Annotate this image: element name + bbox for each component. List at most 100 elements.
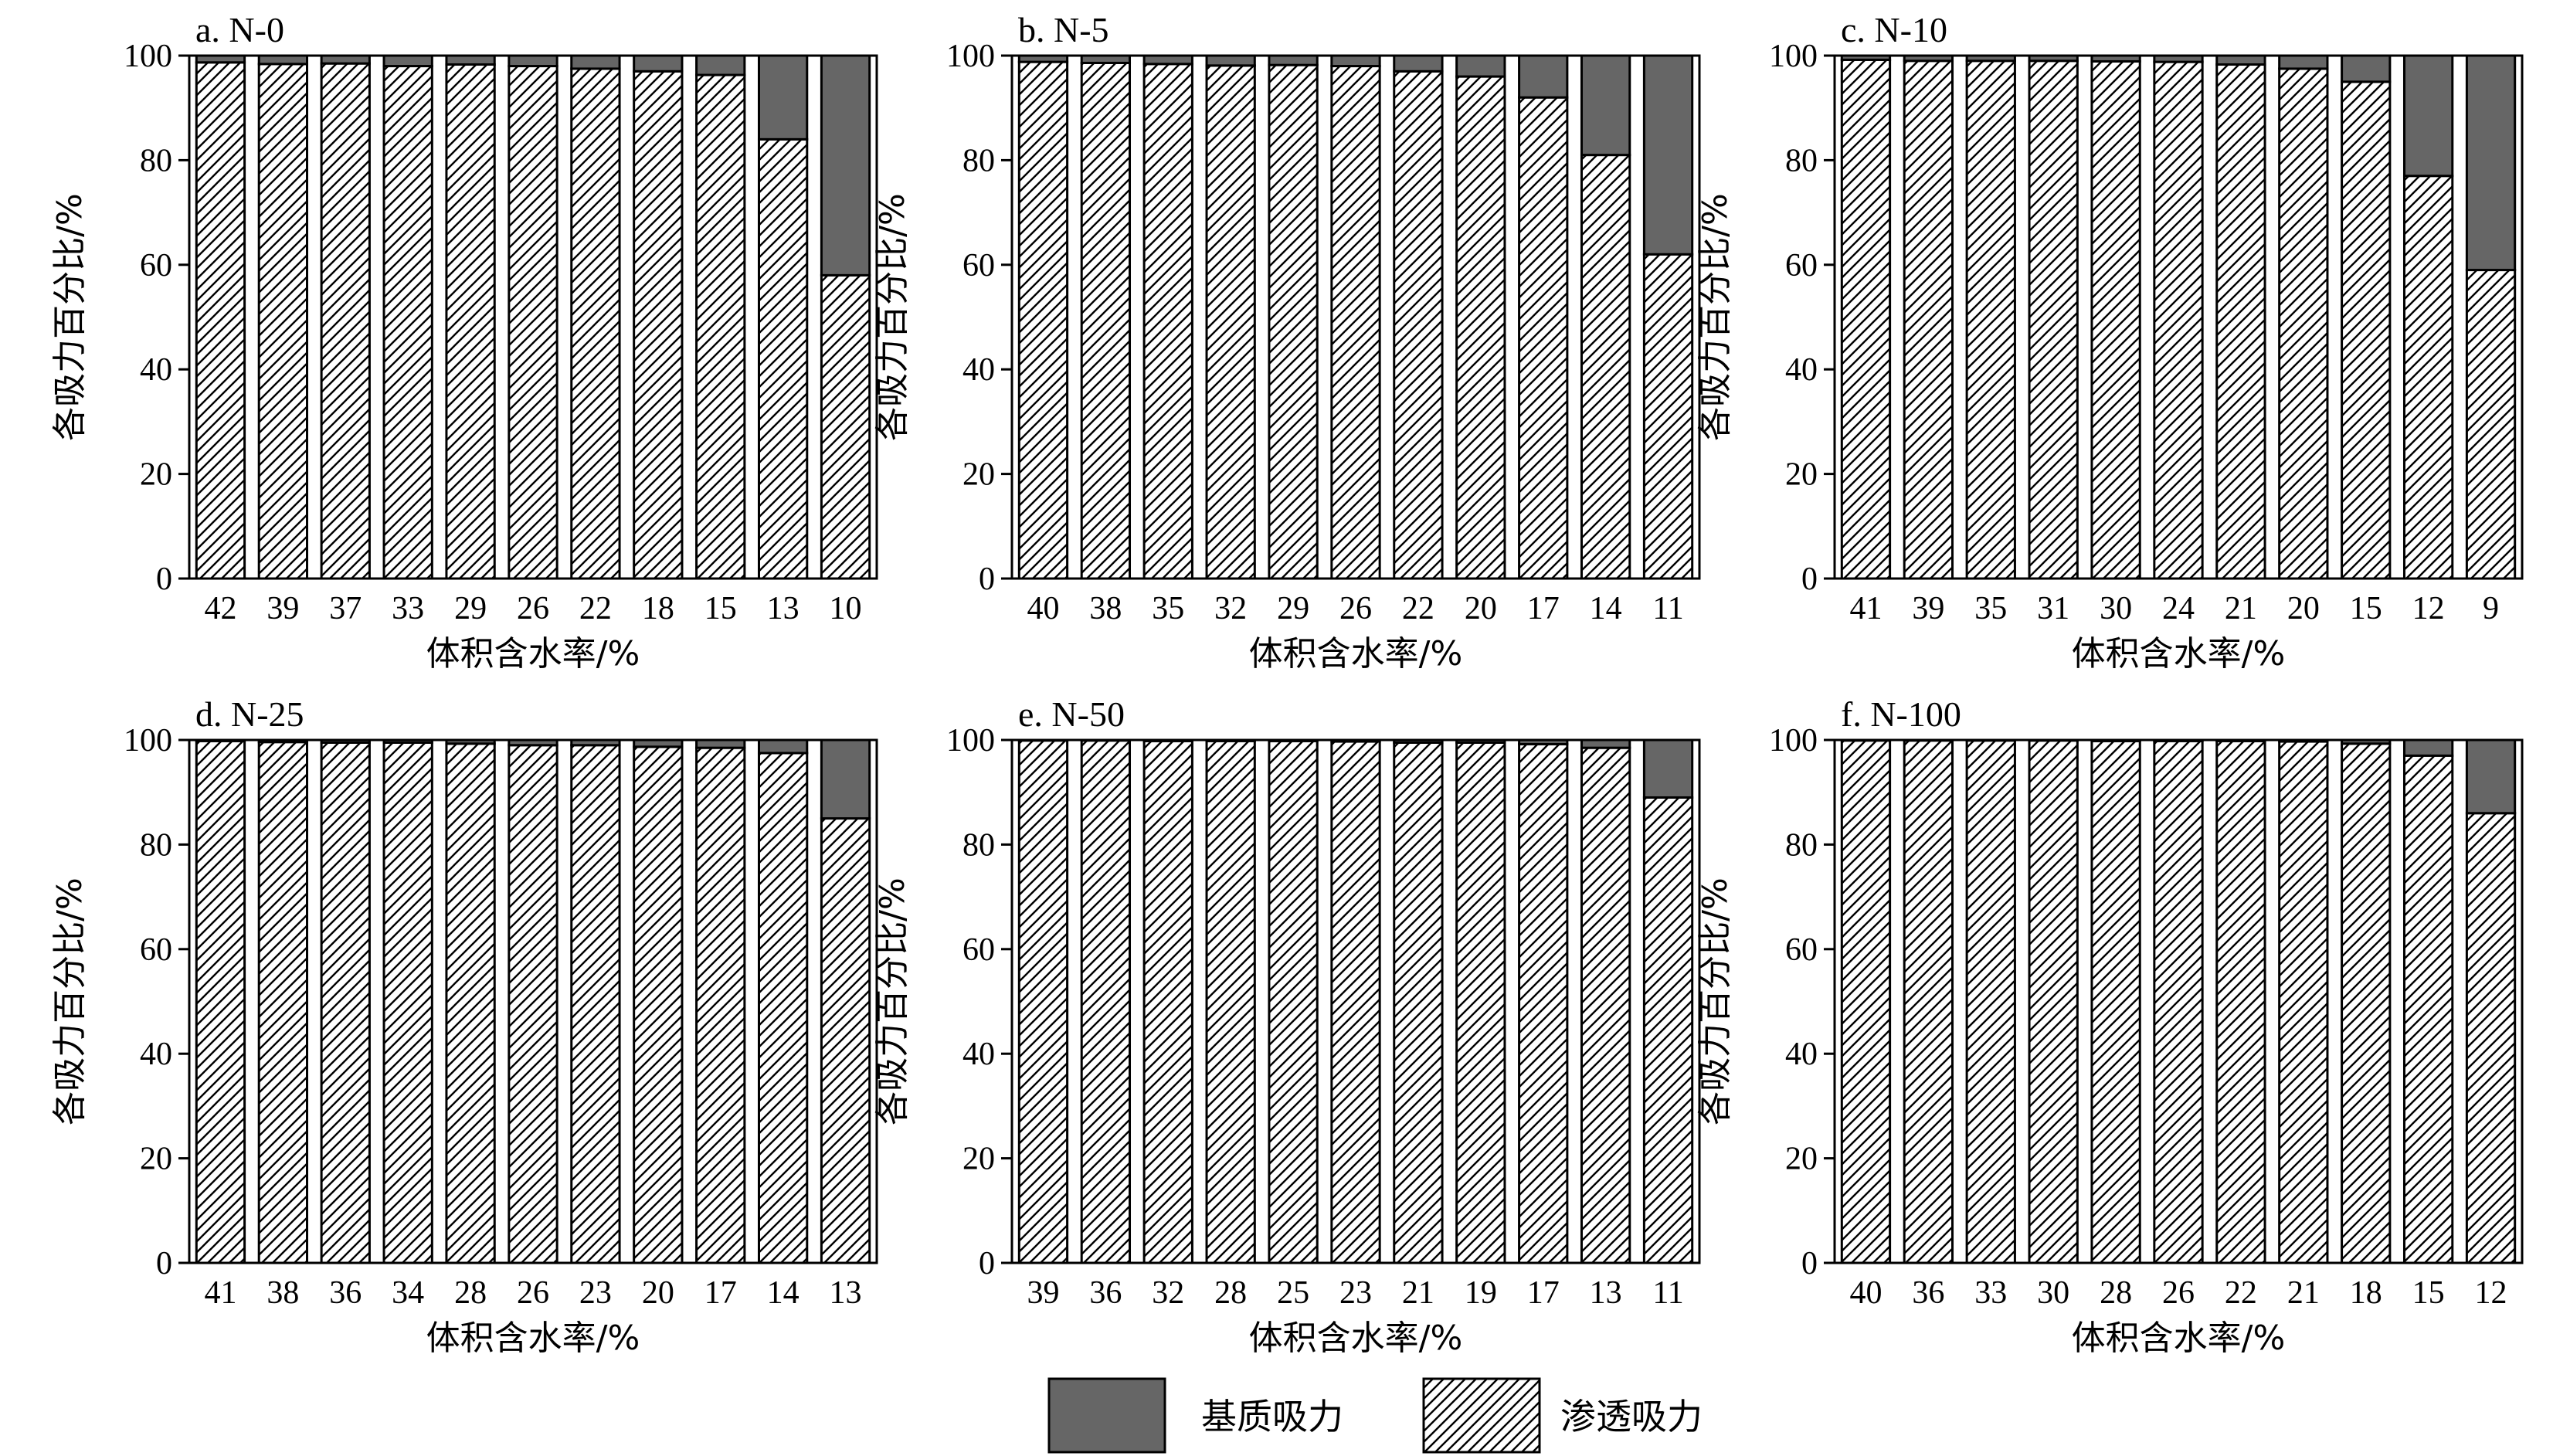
y-tick-label: 100 [946, 723, 995, 759]
x-tick-label: 9 [2483, 591, 2499, 626]
bar-osmotic [1268, 63, 1319, 580]
bar-osmotic [570, 744, 621, 1264]
y-tick-label: 100 [946, 39, 995, 74]
bar-matric [1642, 54, 1694, 256]
bar-osmotic [820, 273, 871, 580]
bar-matric [1903, 738, 1954, 742]
y-tick-label: 100 [1769, 723, 1818, 759]
bar-matric [1330, 54, 1381, 68]
panel-title: f. N-100 [1841, 694, 1961, 734]
x-tick-label: 40 [1027, 591, 1059, 626]
y-tick-label: 0 [979, 1246, 995, 1281]
y-tick-label: 0 [979, 562, 995, 597]
bar-osmotic [757, 137, 809, 580]
x-tick-label: 12 [2475, 1275, 2507, 1311]
bar-osmotic [2278, 740, 2329, 1264]
bar-osmotic [633, 70, 684, 580]
x-tick-label: 23 [1339, 1275, 1372, 1311]
bar-osmotic [1142, 63, 1193, 580]
bar-osmotic [195, 61, 246, 580]
x-tick-label: 21 [2287, 1275, 2320, 1311]
x-tick-label: 20 [1465, 591, 1497, 626]
y-tick-label: 0 [156, 1246, 172, 1281]
bar-osmotic [1642, 796, 1694, 1264]
bar-osmotic [2153, 739, 2204, 1264]
bar-osmotic [445, 63, 496, 580]
legend-swatch-osmotic [1422, 1377, 1541, 1454]
bar-matric [257, 738, 309, 744]
bar-matric [1840, 738, 1892, 742]
x-tick-label: 42 [204, 591, 236, 626]
bar-matric [2090, 738, 2141, 742]
x-tick-label: 17 [1527, 591, 1560, 626]
panel-1: a. N-0 0 20 40 60 80 100 各吸力百分比/% 42 39 37 33 29 26 22… [50, 10, 878, 674]
bar-matric [820, 54, 871, 277]
bar-osmotic [508, 744, 558, 1264]
bar-osmotic [445, 742, 496, 1264]
bar-matric [2028, 54, 2079, 63]
x-tick-label: 15 [2412, 1275, 2445, 1311]
x-tick-label: 22 [1402, 591, 1434, 626]
x-tick-label: 37 [329, 591, 362, 626]
panel-title: a. N-0 [195, 10, 284, 49]
y-axis-title: 各吸力百分比/% [873, 877, 912, 1125]
y-tick-label: 20 [1785, 1142, 1818, 1177]
y-tick-label: 0 [1801, 1246, 1818, 1281]
x-tick-label: 39 [1027, 1275, 1059, 1311]
bar-matric [2153, 54, 2204, 63]
bar-matric [1840, 54, 1892, 61]
x-tick-label: 21 [2225, 591, 2257, 626]
bar-matric [757, 738, 809, 755]
x-tick-label: 11 [1652, 591, 1683, 626]
x-tick-label: 39 [267, 591, 299, 626]
x-tick-label: 31 [2037, 591, 2069, 626]
panel-4: d. N-25 0 20 40 60 80 100 各吸力百分比/% 41 38 36 34 28 26 2… [50, 694, 878, 1358]
bar-matric [2215, 54, 2266, 66]
bar-osmotic [2215, 739, 2266, 1264]
y-tick-label: 40 [962, 1037, 995, 1072]
x-tick-label: 13 [767, 591, 800, 626]
x-tick-label: 36 [1089, 1275, 1122, 1311]
panel-2: b. N-5 0 20 40 60 80 100 各吸力百分比/% 40 38 35 32 29 26 22… [873, 10, 1701, 674]
bar-matric [2028, 738, 2079, 742]
bar-osmotic [695, 73, 746, 580]
bar-matric [633, 54, 684, 73]
x-tick-label: 32 [1214, 591, 1247, 626]
x-tick-label: 38 [1089, 591, 1122, 626]
y-tick-label: 0 [1801, 562, 1818, 597]
y-tick-label: 40 [962, 352, 995, 388]
x-tick-label: 13 [830, 1275, 862, 1311]
bar-osmotic [1965, 59, 2016, 580]
x-tick-label: 26 [517, 1275, 549, 1311]
bar-osmotic [820, 817, 871, 1264]
bar-matric [382, 54, 433, 68]
y-tick-label: 20 [140, 1142, 172, 1177]
bar-osmotic [1393, 741, 1444, 1264]
bar-matric [570, 54, 621, 70]
x-axis-title: 体积含水率/% [426, 634, 640, 674]
bar-osmotic [2153, 60, 2204, 580]
bar-osmotic [1330, 65, 1381, 580]
bar-osmotic [1142, 739, 1193, 1264]
y-tick-label: 60 [962, 932, 995, 968]
bar-osmotic [382, 741, 433, 1264]
bar-matric [757, 54, 809, 141]
x-tick-label: 35 [1974, 591, 2007, 626]
x-tick-label: 26 [2162, 1275, 2195, 1311]
x-tick-label: 35 [1152, 591, 1184, 626]
x-tick-label: 41 [204, 1275, 236, 1311]
bar-osmotic [1518, 96, 1569, 580]
y-tick-label: 20 [140, 457, 172, 493]
bar-matric [195, 738, 246, 742]
x-tick-label: 26 [517, 591, 549, 626]
bar-matric [1142, 738, 1193, 742]
x-tick-label: 25 [1277, 1275, 1309, 1311]
x-tick-label: 30 [2037, 1275, 2069, 1311]
y-tick-label: 20 [962, 457, 995, 493]
bar-osmotic [257, 63, 309, 580]
y-tick-label: 100 [1769, 39, 1818, 74]
y-tick-label: 80 [1785, 143, 1818, 178]
y-tick-label: 20 [962, 1142, 995, 1177]
bar-matric [2341, 738, 2392, 745]
